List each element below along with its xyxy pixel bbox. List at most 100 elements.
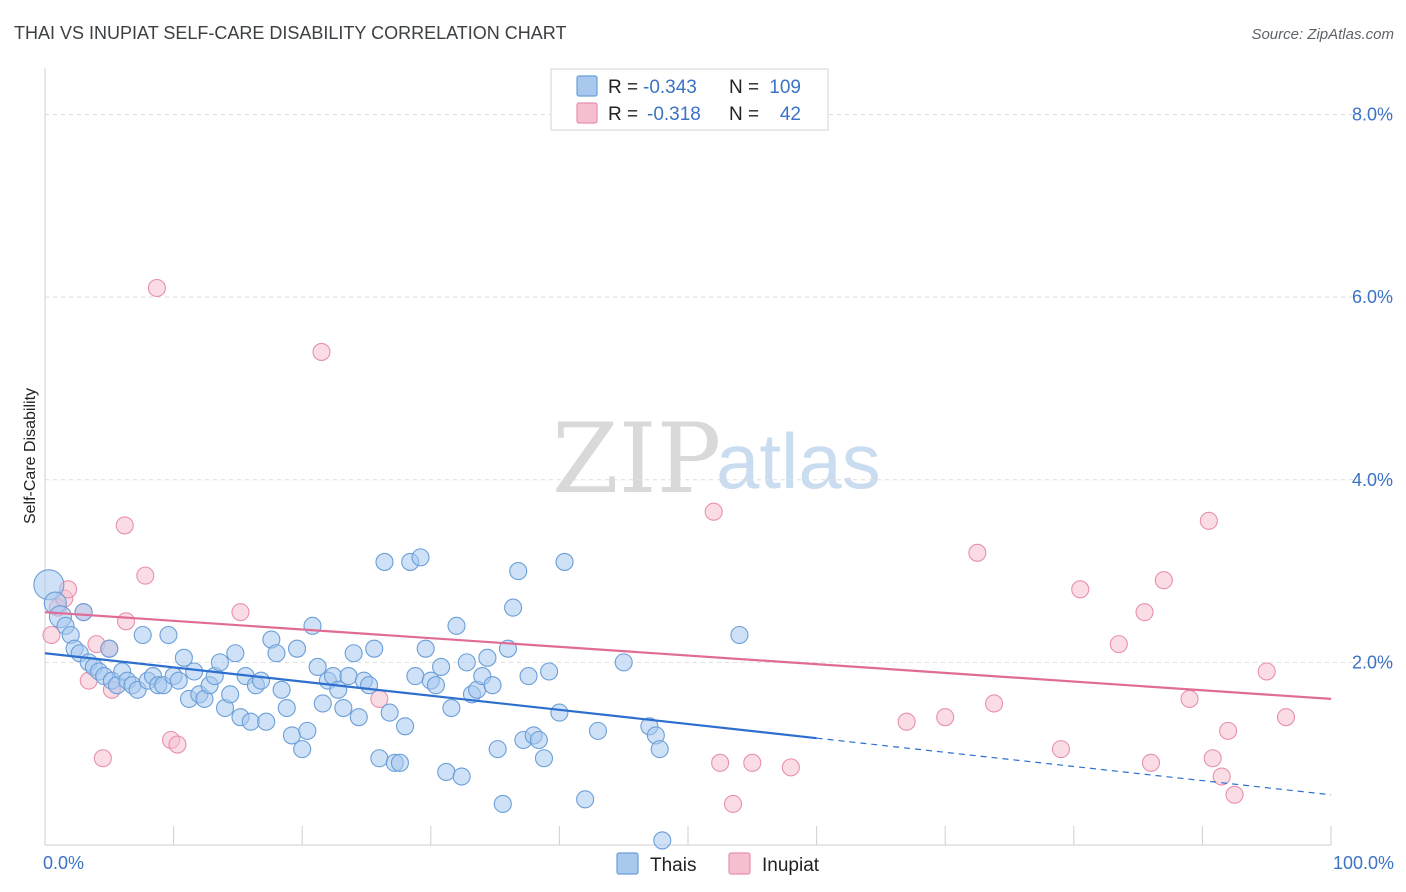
thais-point	[730, 625, 749, 645]
inupiat-point	[136, 566, 155, 585]
thais-point	[334, 698, 353, 718]
legend-bottom-inupiat-label: Inupiat	[762, 855, 820, 876]
watermark-atlas: atlas	[716, 417, 881, 505]
thais-point	[308, 657, 327, 676]
inupiat-point	[1203, 749, 1222, 768]
inupiat-point	[1141, 753, 1161, 772]
legend-thais-r-value: -0.343	[643, 77, 697, 98]
thais-point	[185, 662, 204, 681]
thais-point	[650, 740, 669, 759]
thais-point	[344, 644, 363, 663]
inupiat-point	[1180, 689, 1199, 708]
tick-labels: 2.0% 4.0% 6.0% 8.0% 0.0% 100.0%	[43, 105, 1394, 873]
thais-point	[174, 648, 193, 667]
thais-point	[221, 685, 240, 704]
thais-trend-line	[44, 652, 817, 740]
x-tick-label-start: 0.0%	[43, 853, 84, 873]
thais-point	[457, 653, 476, 672]
inupiat-trend-line	[44, 611, 1332, 701]
inupiat-point	[1154, 571, 1173, 590]
thais-point	[298, 721, 317, 740]
thais-point	[504, 598, 523, 617]
thais-point	[529, 730, 548, 750]
inupiat-point	[1225, 785, 1244, 804]
legend-inupiat-swatch	[576, 102, 598, 124]
thais-point	[540, 662, 559, 681]
inupiat-point	[231, 603, 250, 622]
inupiat-point	[1199, 511, 1218, 530]
inupiat-point	[115, 516, 134, 535]
inupiat-point	[312, 342, 331, 361]
thais-point	[159, 625, 178, 645]
y-tick-label: 4.0%	[1352, 470, 1393, 490]
thais-point	[390, 753, 409, 772]
inupiat-point	[968, 543, 987, 562]
legend-bottom-thais-label: Thais	[650, 855, 696, 876]
watermark-zip: ZIP	[552, 403, 721, 515]
inupiat-point	[1109, 635, 1128, 654]
thais-point	[614, 653, 633, 672]
inupiat-point	[168, 735, 187, 754]
thais-point	[339, 667, 358, 686]
inupiat-point	[723, 794, 743, 813]
thais-point	[349, 708, 368, 727]
legend-inupiat-r-value: -0.318	[647, 104, 701, 125]
thais-point	[483, 676, 502, 695]
thais-point	[437, 762, 456, 782]
series-inupiat-points	[42, 278, 1296, 813]
x-tick-label-end: 100.0%	[1333, 853, 1394, 873]
y-tick-label: 8.0%	[1352, 105, 1393, 125]
thais-point	[226, 644, 245, 663]
inupiat-point	[1135, 603, 1154, 622]
chart-title: THAI VS INUPIAT SELF-CARE DISABILITY COR…	[14, 23, 566, 43]
inupiat-point	[743, 753, 762, 772]
inupiat-point	[1276, 708, 1296, 727]
inupiat-point	[1051, 740, 1070, 759]
inupiat-point	[147, 278, 166, 298]
thais-point	[555, 552, 574, 571]
inupiat-point	[704, 502, 723, 521]
y-axis-label: Self-Care Disability	[22, 388, 39, 524]
thais-point	[442, 698, 461, 718]
inupiat-point	[897, 712, 916, 731]
thais-point	[313, 694, 332, 713]
thais-point	[432, 657, 451, 676]
grid-lines	[45, 114, 1392, 663]
thais-point	[653, 831, 672, 850]
thais-point	[493, 794, 512, 813]
legend-inupiat-n-value: 42	[780, 104, 801, 125]
legend-inupiat-r-label: R =	[608, 104, 638, 125]
inupiat-point	[781, 758, 800, 777]
thais-point	[375, 552, 394, 571]
thais-point	[396, 717, 415, 736]
thais-point	[509, 562, 528, 581]
thais-point	[576, 790, 595, 809]
thais-point	[478, 648, 497, 667]
thais-point	[272, 680, 291, 699]
legend-inupiat-n-label: N =	[729, 104, 759, 125]
thais-point	[74, 603, 93, 622]
inupiat-point	[93, 749, 112, 768]
legend-thais-r-label: R =	[608, 77, 638, 98]
y-tick-label: 2.0%	[1352, 652, 1393, 672]
y-tick-label: 6.0%	[1352, 287, 1393, 307]
thais-trend-extension	[816, 737, 1332, 796]
axes	[44, 68, 1332, 846]
inupiat-point	[1219, 721, 1238, 740]
thais-point	[241, 712, 260, 731]
thais-point	[411, 548, 430, 567]
thais-point	[293, 740, 312, 759]
thais-point	[267, 644, 286, 663]
trend-lines	[44, 611, 1332, 796]
thais-point	[100, 639, 119, 658]
thais-point	[588, 721, 608, 740]
thais-point	[251, 671, 271, 690]
thais-point	[406, 667, 425, 686]
inupiat-point	[1071, 580, 1090, 599]
series-thais-points	[33, 548, 749, 850]
legend-series: Thais Inupiat	[616, 852, 820, 876]
thais-point	[452, 767, 471, 786]
thais-point	[370, 749, 389, 768]
inupiat-point	[936, 708, 955, 727]
